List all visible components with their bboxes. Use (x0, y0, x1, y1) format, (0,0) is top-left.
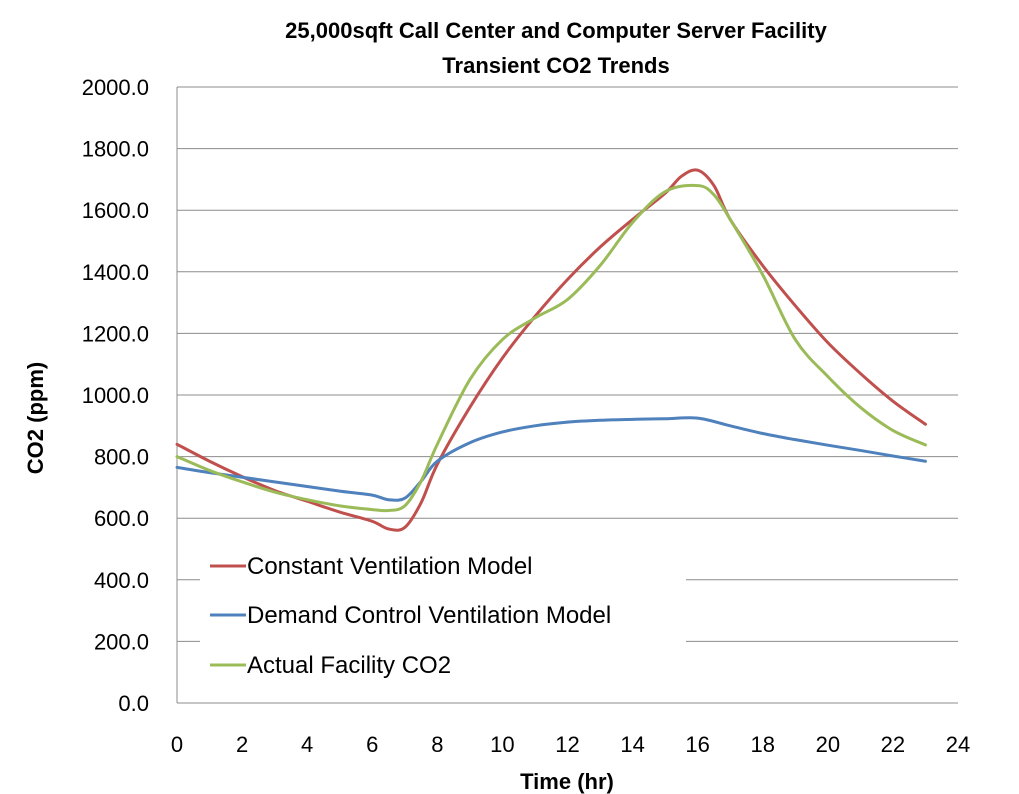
y-tick-label: 2000.0 (82, 75, 149, 100)
y-tick-label: 1600.0 (82, 198, 149, 223)
y-tick-label: 800.0 (94, 445, 149, 470)
data-series (175, 168, 927, 532)
y-tick-label: 600.0 (94, 506, 149, 531)
chart-title-line-2: Transient CO2 Trends (442, 53, 669, 78)
x-tick-label: 8 (431, 732, 443, 757)
y-axis-tick-labels: 0.0 200.0 400.0 600.0 800.0 1000.0 1200.0 1400.… (82, 75, 149, 716)
series-line-constant-ventilation-model (175, 168, 927, 532)
x-tick-label: 12 (555, 732, 579, 757)
y-axis-title: CO2 (ppm) (23, 362, 48, 474)
legend-label-demand-control-ventilation-model: Demand Control Ventilation Model (247, 602, 611, 629)
x-tick-label: 20 (816, 732, 840, 757)
y-tick-label: 0.0 (118, 691, 149, 716)
x-tick-label: 10 (490, 732, 514, 757)
legend: Constant Ventilation Model Demand Control… (200, 545, 686, 695)
y-tick-label: 1200.0 (82, 321, 149, 346)
y-tick-label: 1800.0 (82, 137, 149, 162)
y-tick-label: 200.0 (94, 629, 149, 654)
x-tick-label: 18 (751, 732, 775, 757)
legend-label-actual-facility-co2: Actual Facility CO2 (247, 652, 451, 679)
x-tick-label: 24 (946, 732, 970, 757)
chart-title-line-1: 25,000sqft Call Center and Computer Serv… (285, 18, 827, 43)
series-line-actual-facility-co2 (175, 183, 927, 513)
x-tick-label: 0 (171, 732, 183, 757)
x-axis-title: Time (hr) (520, 769, 614, 794)
y-tick-label: 400.0 (94, 568, 149, 593)
x-tick-label: 2 (236, 732, 248, 757)
x-axis-tick-labels: 0 2 4 6 8 10 12 14 16 18 20 22 24 (171, 732, 970, 757)
y-tick-label: 1400.0 (82, 260, 149, 285)
legend-background (200, 545, 686, 695)
x-tick-label: 4 (301, 732, 313, 757)
legend-label-constant-ventilation-model: Constant Ventilation Model (247, 553, 533, 580)
y-tick-label: 1000.0 (82, 383, 149, 408)
x-tick-label: 6 (366, 732, 378, 757)
x-tick-label: 14 (620, 732, 644, 757)
x-tick-label: 22 (881, 732, 905, 757)
x-tick-label: 16 (685, 732, 709, 757)
axes (176, 87, 958, 704)
series-line-demand-control-ventilation-model (175, 416, 927, 502)
